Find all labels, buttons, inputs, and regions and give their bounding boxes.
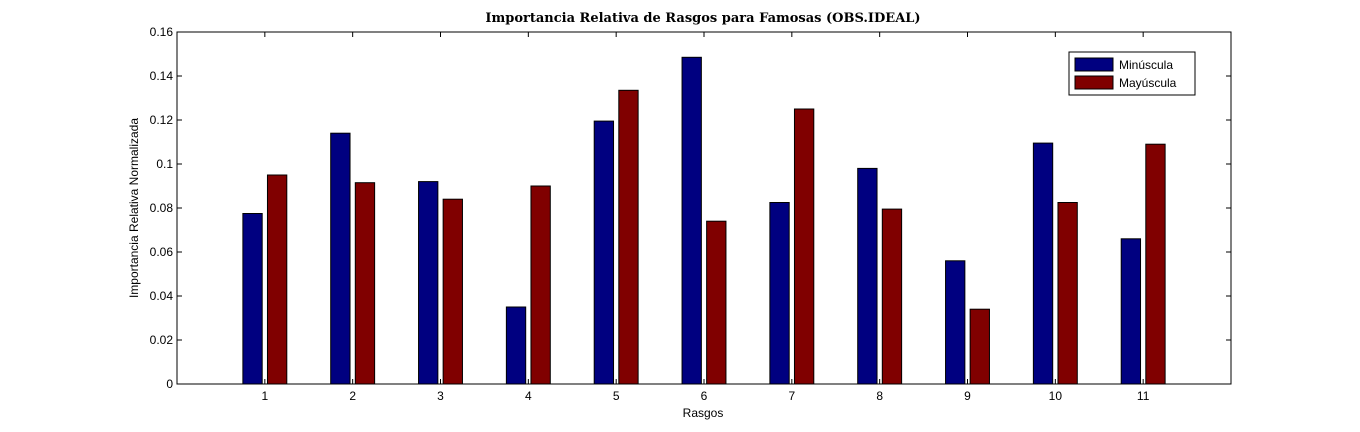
bar-series1-rasgo-2 [330,132,351,385]
x-tick-label: 7 [788,389,795,403]
legend: Minúscula Mayúscula [1068,51,1196,96]
bar-series1-rasgo-9 [945,260,966,385]
bar-series1-rasgo-10 [1032,142,1054,385]
x-tick-label: 2 [349,389,356,403]
bar-series2-rasgo-7 [793,108,815,385]
bar-series1-rasgo-6 [681,56,702,385]
y-tick-label: 0.12 [150,113,174,127]
bar-series1-rasgo-8 [857,167,878,385]
bar-series2-rasgo-1 [266,174,288,385]
y-tick-label: 0.06 [150,245,174,259]
x-tick-label: 4 [525,389,532,403]
y-tick-label: 0.02 [150,333,174,347]
bar-series2-rasgo-2 [354,182,376,385]
plot-area: 0 0.02 0.04 0.06 0.08 0.1 0.12 0.14 0.16 1 2 3 4 5 6 7 8… [150,25,1232,403]
x-tick-label: 1 [261,389,268,403]
legend-label-1: Minúscula [1119,58,1173,72]
bar-series1-rasgo-3 [418,181,439,385]
legend-label-2: Mayúscula [1119,76,1177,90]
y-tick-label: 0.1 [156,157,173,171]
x-tick-label: 10 [1049,389,1063,403]
axes-box [176,31,1232,385]
bar-series1-rasgo-7 [769,202,790,385]
chart-title: Importancia Relativa de Rasgos para Famo… [485,11,920,26]
y-tick-label: 0 [166,377,173,391]
x-tick-label: 11 [1137,389,1150,403]
y-tick-label: 0.14 [150,69,174,83]
bar-series2-rasgo-6 [706,220,727,385]
x-tick-label: 8 [876,389,883,403]
x-tick-label: 6 [701,389,708,403]
bar-series1-rasgo-11 [1120,238,1142,385]
legend-swatch-2 [1074,75,1114,90]
x-tick-label: 3 [437,389,444,403]
bar-series1-rasgo-1 [242,213,263,385]
bar-series2-rasgo-8 [881,208,903,385]
y-axis-label: Importancia Relativa Normalizada [127,118,141,298]
bar-series2-rasgo-9 [969,308,990,385]
bar-series2-rasgo-3 [442,198,463,385]
bar-series2-rasgo-11 [1145,143,1166,385]
bar-series2-rasgo-4 [530,185,551,385]
y-tick-label: 0.08 [150,201,174,215]
x-axis-label: Rasgos [683,406,724,420]
y-tick-label: 0.16 [150,25,174,39]
x-tick-label: 5 [613,389,620,403]
bar-series2-rasgo-5 [618,89,639,385]
bar-series1-rasgo-5 [593,120,615,385]
legend-swatch-1 [1074,57,1114,72]
bar-series1-rasgo-4 [505,306,527,385]
bar-series2-rasgo-10 [1057,202,1078,385]
x-tick-label: 9 [964,389,971,403]
y-tick-label: 0.04 [150,289,174,303]
